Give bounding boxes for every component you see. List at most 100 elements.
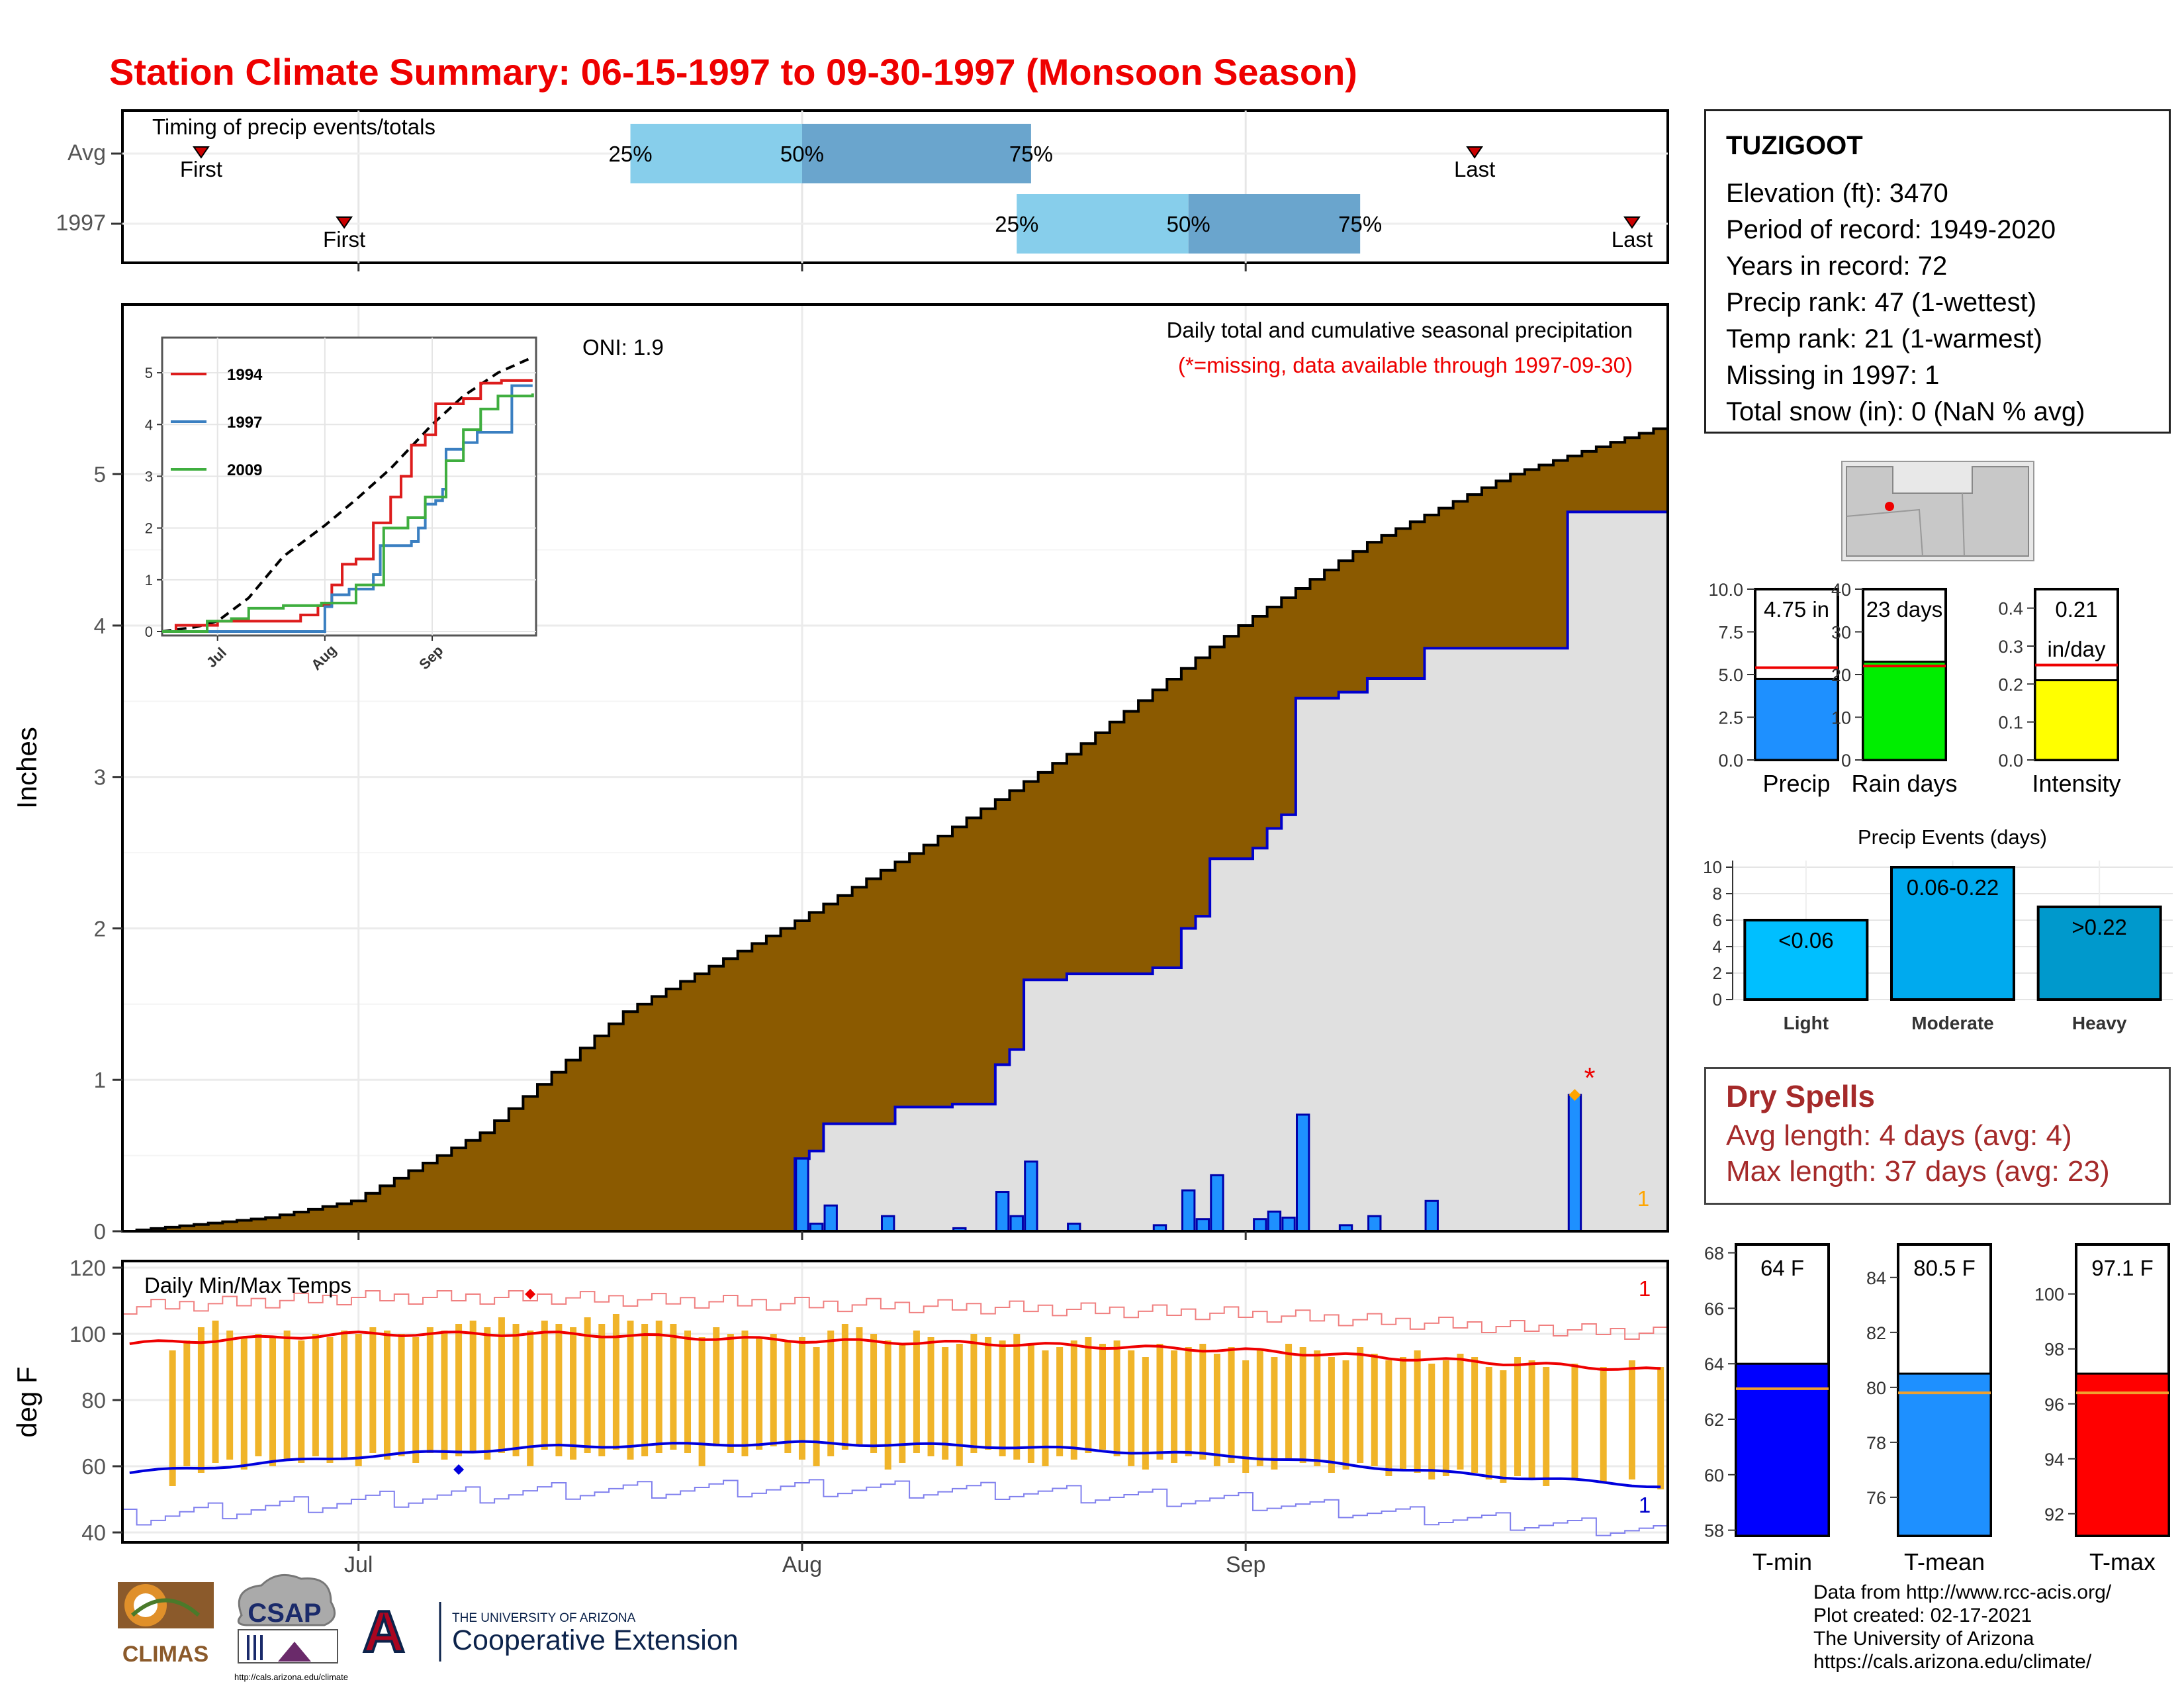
location-map — [1841, 461, 2034, 561]
daily-precip-bar — [1567, 1094, 1582, 1233]
station-years: Years in record: 72 — [1726, 252, 1948, 281]
temp-summary-fill — [1735, 1362, 1830, 1537]
summary-bar-value: 23 days — [1866, 597, 1943, 622]
inset-ytick-label: 1 — [145, 572, 153, 588]
inset-ytick-label: 3 — [145, 468, 153, 485]
summary-bar-tick-label: 2.5 — [1718, 708, 1743, 728]
daily-precip-bar — [1181, 1189, 1196, 1233]
timing-last-label: Last — [1454, 157, 1495, 181]
temp-summary-t-max: 92 94 96 98 100 97.1 F T-max — [2034, 1243, 2170, 1575]
csap-logo: CSAP http://cals.arizona.edu/climate — [234, 1573, 348, 1682]
temp-panel: 40 60 80 100 120 Jul Aug Sep Daily Min/Max Temp… — [11, 1256, 1669, 1577]
timing-bar-q25-q50 — [1017, 194, 1189, 254]
events-category-label: Heavy — [2072, 1013, 2127, 1033]
timing-q25-label: 25% — [995, 212, 1038, 236]
precip-ytick-label: 4 — [94, 614, 106, 638]
events-bar-heavy — [2036, 906, 2162, 1001]
events-tick-label: 10 — [1703, 857, 1722, 877]
temp-ytick-label: 60 — [81, 1454, 106, 1479]
record-min-line — [122, 1479, 1668, 1536]
temp-summary-tick-label: 96 — [2044, 1395, 2064, 1415]
temp-summary-tick-label: 64 — [1704, 1354, 1724, 1374]
daily-precip-bar — [1210, 1174, 1224, 1233]
temp-summary-tick-label: 92 — [2044, 1505, 2064, 1524]
inset-ytick-label: 0 — [145, 624, 153, 640]
summary-bar-tick-label: 0.4 — [1998, 599, 2023, 619]
station-marker — [1885, 502, 1894, 511]
temp-summary-tick-label: 84 — [1866, 1268, 1886, 1288]
credit-data-source: Data from http://www.rcc-acis.org/ — [1813, 1581, 2112, 1603]
timing-bar-q50-q75 — [1188, 194, 1361, 254]
temp-summary-label: T-mean — [1904, 1548, 1985, 1575]
ua-letter: A — [363, 1599, 405, 1664]
station-snow: Total snow (in): 0 (NaN % avg) — [1726, 397, 2085, 426]
precip-ytick-label: 5 — [94, 462, 106, 487]
events-category-label: Moderate — [1911, 1013, 1993, 1033]
events-category-label: Light — [1784, 1013, 1829, 1033]
station-info-box: TUZIGOOT Elevation (ft): 3470 Period of … — [1704, 109, 2171, 434]
daily-precip-bar — [1367, 1215, 1382, 1233]
temp-summary-tick-label: 68 — [1704, 1244, 1724, 1264]
summary-bar-unit: in/day — [2047, 637, 2106, 661]
dry-spells-max: Max length: 37 days (avg: 23) — [1726, 1155, 2110, 1188]
inset-line-2009 — [162, 393, 534, 633]
timing-q50-label: 50% — [780, 142, 824, 166]
precip-ytick-label: 1 — [94, 1068, 106, 1092]
timing-first-label: First — [323, 227, 365, 252]
summary-bar-label: Precip — [1762, 770, 1830, 797]
summary-bar-tick-label: 0.0 — [1998, 751, 2023, 771]
precip-ytick-label: 3 — [94, 765, 106, 790]
station-period: Period of record: 1949-2020 — [1726, 215, 2056, 244]
events-tick-label: 6 — [1713, 910, 1722, 930]
credit-url: https://cals.arizona.edu/climate/ — [1813, 1651, 2092, 1673]
temp-summary-tick-label: 94 — [2044, 1450, 2064, 1470]
temp-summary-tick-label: 76 — [1866, 1488, 1886, 1508]
precip-panel: 0 1 2 3 4 5 Inches ONI: 1.9 Daily total and c… — [11, 303, 1669, 1244]
credit-plot-created: Plot created: 02-17-2021 — [1813, 1605, 2032, 1626]
timing-panel: Timing of precip events/totals Avg 1997 … — [56, 109, 1669, 271]
precip-ytick-label: 2 — [94, 916, 106, 941]
temp-summary-tick-label: 98 — [2044, 1340, 2064, 1360]
temp-summary-value: 64 F — [1760, 1256, 1804, 1280]
timing-first-marker — [336, 216, 353, 229]
precip-ylabel: Inches — [11, 727, 42, 809]
precip-note: Daily total and cumulative seasonal prec… — [1167, 318, 1633, 342]
dry-spells-box: Dry Spells Avg length: 4 days (avg: 4) M… — [1704, 1067, 2171, 1205]
temp-ytick-label: 80 — [81, 1388, 106, 1413]
climas-logo-text: CLIMAS — [122, 1642, 208, 1667]
ua-big: Cooperative Extension — [452, 1624, 739, 1656]
station-name: TUZIGOOT — [1726, 131, 1863, 160]
year-cumulative-area — [122, 510, 1669, 1233]
summary-bar-tick-label: 0.2 — [1998, 675, 2023, 694]
dry-spells-avg: Avg length: 4 days (avg: 4) — [1726, 1119, 2072, 1152]
missing-count: 1 — [1637, 1186, 1649, 1211]
record-max-marker — [525, 1289, 536, 1299]
daily-precip-bar — [1267, 1210, 1282, 1233]
summary-bar-label: Rain days — [1851, 770, 1957, 797]
timing-q50-label: 50% — [1167, 212, 1210, 236]
events-tick-label: 8 — [1713, 884, 1722, 904]
timing-q75-label: 75% — [1009, 142, 1053, 166]
record-min-marker — [453, 1464, 465, 1475]
events-tick-label: 0 — [1713, 990, 1722, 1009]
station-missing: Missing in 1997: 1 — [1726, 361, 1940, 390]
station-elevation: Elevation (ft): 3470 — [1726, 179, 1948, 208]
summary-bar-fill — [1862, 661, 1947, 761]
avg-min-line — [129, 1440, 1661, 1489]
summary-bar-precip: 0.0 2.5 5.0 7.5 10.0 4.75 in Precip — [1708, 580, 1839, 797]
temp-ytick-label: 120 — [69, 1256, 106, 1280]
oni-label: ONI: 1.9 — [582, 335, 664, 359]
timing-last-marker — [1623, 216, 1641, 229]
temp-ylabel: deg F — [11, 1366, 42, 1437]
summary-bar-tick-label: 0.0 — [1718, 751, 1743, 771]
missing-star: * — [1584, 1062, 1595, 1094]
daily-precip-bar — [1281, 1216, 1296, 1233]
timing-first-label: First — [180, 157, 222, 181]
daily-precip-bar — [881, 1215, 895, 1233]
summary-bar-value: 4.75 in — [1764, 597, 1829, 622]
page-title: Station Climate Summary: 06-15-1997 to 0… — [109, 51, 1357, 93]
avg-max-line — [129, 1331, 1661, 1372]
dry-spells-title: Dry Spells — [1726, 1079, 1875, 1113]
